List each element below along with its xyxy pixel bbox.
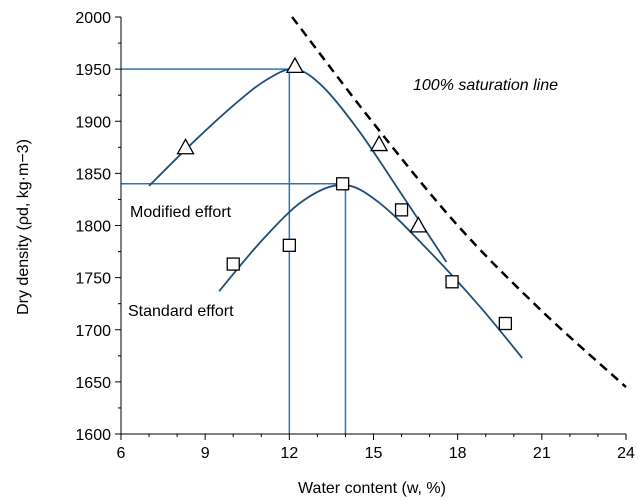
x-tick-label: 9 [201, 445, 210, 462]
triangle-marker [285, 56, 305, 74]
y-tick-label: 2000 [75, 10, 111, 27]
saturation-line-label: 100% saturation line [413, 77, 558, 94]
y-tick-label: 1700 [75, 323, 111, 340]
x-tick-label: 21 [533, 445, 551, 462]
y-tick-label: 1950 [75, 62, 111, 79]
x-axis-title: Water content (w, %) [298, 480, 446, 497]
square-marker [282, 238, 296, 252]
square-marker [335, 177, 350, 191]
axes: 1600 1650 1700 1750 1800 1850 1900 1950 2000 6 9 12… [75, 10, 635, 462]
y-axis-title: Dry density (ρd, kg·m−3) [15, 139, 32, 315]
square-marker [445, 275, 459, 289]
x-tick-label: 15 [365, 445, 383, 462]
y-tick-label: 1900 [75, 114, 111, 131]
triangle-marker [176, 137, 195, 155]
labels: Water content (w, %) Dry density (ρd, kg… [15, 77, 558, 497]
x-tick-label: 6 [117, 445, 126, 462]
y-tick-label: 1850 [75, 166, 111, 183]
modified-effort-label: Modified effort [130, 204, 232, 221]
saturation-line [291, 16, 627, 389]
y-tick-label: 1600 [75, 427, 111, 444]
square-marker [394, 203, 409, 217]
plot-area [121, 16, 627, 434]
y-tick-label: 1650 [75, 375, 111, 392]
triangle-marker [370, 134, 389, 152]
x-tick-label: 24 [617, 445, 635, 462]
standard-effort-label: Standard effort [128, 303, 234, 320]
compaction-curve-0 [148, 68, 448, 263]
x-tick-label: 12 [280, 445, 298, 462]
square-marker [226, 257, 240, 271]
y-tick-label: 1750 [75, 271, 111, 288]
triangle-marker [409, 216, 428, 233]
compaction-curve-1 [218, 183, 523, 359]
y-tick-label: 1800 [75, 219, 111, 236]
square-marker [498, 316, 513, 331]
x-tick-label: 18 [449, 445, 467, 462]
